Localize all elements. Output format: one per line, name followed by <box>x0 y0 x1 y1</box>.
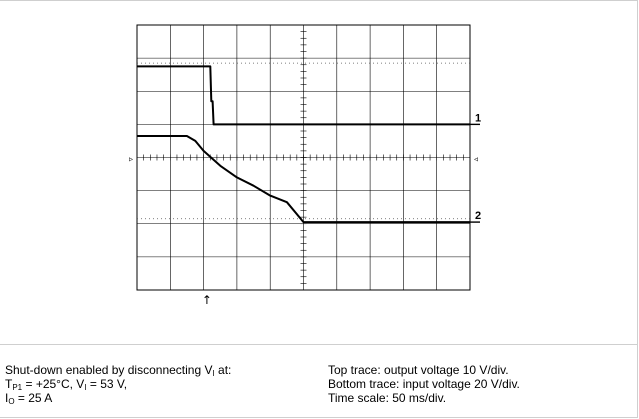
condition-line-2: TP1 = +25°C, VI = 53 V, <box>5 377 128 392</box>
output-voltage-trace <box>137 65 470 126</box>
time-marker-arrow: ↑ <box>202 293 212 307</box>
channel-1-label: 1 <box>475 112 481 124</box>
trace-description-caption: Top trace: output voltage 10 V/div. Bott… <box>328 363 520 405</box>
scope-labels: 1 2 ▹ ◃ ↑ <box>129 112 481 307</box>
oscilloscope-plot: 1 2 ▹ ◃ ↑ <box>129 24 481 307</box>
condition-line-1: Shut-down enabled by disconnecting VI at… <box>5 363 232 378</box>
caption-divider <box>0 344 638 345</box>
trigger-marker-left: ▹ <box>129 155 133 164</box>
condition-line-3: IO = 25 A <box>5 391 53 406</box>
scope-traces <box>137 65 470 224</box>
input-voltage-trace <box>137 135 470 224</box>
channel-2-label: 2 <box>475 210 481 222</box>
figure-frame-top <box>0 0 638 1</box>
trigger-marker-right: ◃ <box>474 155 478 164</box>
time-scale-description: Time scale: 50 ms/div. <box>328 391 447 405</box>
test-conditions-caption: Shut-down enabled by disconnecting VI at… <box>5 363 232 406</box>
top-trace-description: Top trace: output voltage 10 V/div. <box>328 363 509 377</box>
bottom-trace-description: Bottom trace: input voltage 20 V/div. <box>328 377 520 391</box>
scope-grid <box>137 25 470 290</box>
